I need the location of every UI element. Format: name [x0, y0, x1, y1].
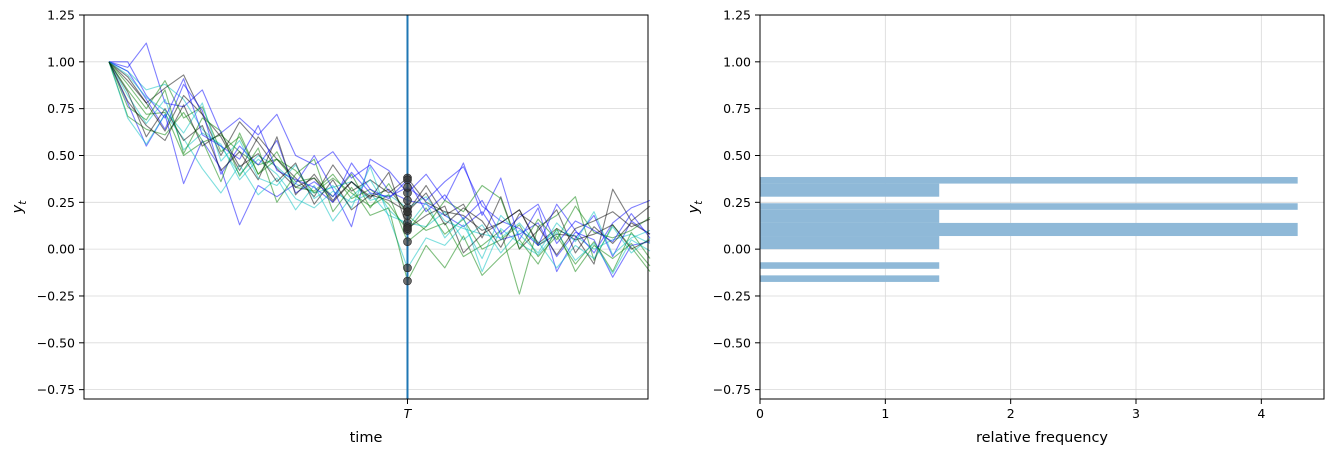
sample-marker	[403, 196, 412, 205]
series-line	[108, 61, 651, 273]
right-ytick-label: −0.25	[713, 288, 751, 303]
right-ytick-label: 0.00	[723, 242, 751, 257]
left-ytick-label: 0.75	[47, 101, 75, 116]
left-ytick-label: −0.25	[37, 288, 75, 303]
sample-marker	[403, 237, 412, 246]
left-xtick-t: T	[404, 399, 413, 421]
left-gridlines	[84, 14, 648, 391]
sample-marker	[403, 276, 412, 286]
right-xtick-label: 2	[1007, 406, 1015, 421]
left-ytick-label: 1.25	[47, 8, 75, 23]
right-xticks: 0 1 2 3 4	[756, 399, 1265, 421]
right-ytick-label: 1.25	[723, 8, 751, 23]
series-line	[108, 42, 651, 278]
right-panel: −0.75−0.50−0.250.000.250.500.751.001.25 …	[686, 8, 1325, 446]
right-axes-frame	[759, 14, 1325, 400]
histogram-bar	[760, 209, 940, 223]
sample-marker	[403, 175, 412, 185]
right-ytick-label: −0.75	[713, 382, 751, 397]
left-ytick-label: −0.75	[37, 382, 75, 397]
histogram-bar	[760, 222, 1298, 237]
right-ytick-label: −0.50	[713, 335, 751, 350]
sample-marker	[403, 183, 412, 192]
right-ytick-label: 0.75	[723, 101, 751, 116]
left-ytick-label: −0.50	[37, 335, 75, 350]
histogram-bar	[760, 262, 940, 269]
right-xtick-label: 1	[881, 406, 889, 421]
right-bars-group	[760, 177, 1298, 282]
histogram-bar	[760, 275, 940, 282]
left-series-group	[108, 42, 651, 295]
series-line	[108, 61, 651, 282]
left-ytick-label: 0.25	[47, 195, 75, 210]
series-line	[108, 61, 651, 273]
left-ylabel: yt	[10, 200, 29, 215]
series-line	[109, 61, 651, 245]
series-line	[108, 61, 651, 254]
right-gridlines	[759, 14, 1324, 399]
histogram-bar	[760, 177, 1298, 184]
left-axes-frame	[83, 14, 649, 400]
series-line	[108, 61, 651, 254]
right-xtick-label: 4	[1257, 406, 1265, 421]
right-ytick-label: 0.50	[723, 148, 751, 163]
left-ytick-label: 0.50	[47, 148, 75, 163]
left-xtick-label: T	[404, 406, 413, 421]
sample-marker	[403, 263, 412, 273]
series-line	[108, 61, 651, 256]
sample-marker	[403, 207, 412, 216]
right-ytick-label: 1.00	[723, 54, 751, 69]
left-xlabel: time	[350, 430, 383, 446]
left-ytick-label: 0.00	[47, 242, 75, 257]
histogram-bar	[760, 183, 940, 197]
right-xtick-label: 3	[1132, 406, 1140, 421]
right-ytick-label: 0.25	[723, 195, 751, 210]
left-markers-group	[403, 173, 412, 286]
series-line	[108, 61, 651, 254]
right-yticks: −0.75 −0.50 −0.25 0.00 0.25 0.50 0.75 1.00 1.25	[713, 8, 760, 397]
histogram-bar	[760, 236, 940, 250]
right-ylabel: yt	[686, 200, 705, 215]
histogram-bar	[760, 203, 1298, 210]
left-yticks: −0.75 −0.50 −0.25 0.00 0.25 0.50 0.75 1.00 1.25	[37, 8, 84, 397]
right-xtick-label: 0	[756, 406, 764, 421]
series-line	[108, 61, 651, 269]
left-ytick-label: 1.00	[47, 54, 75, 69]
left-panel: −0.75−0.50−0.250.000.250.500.751.001.25 …	[10, 8, 651, 446]
sample-marker	[403, 224, 412, 233]
right-xlabel: relative frequency	[976, 430, 1108, 446]
